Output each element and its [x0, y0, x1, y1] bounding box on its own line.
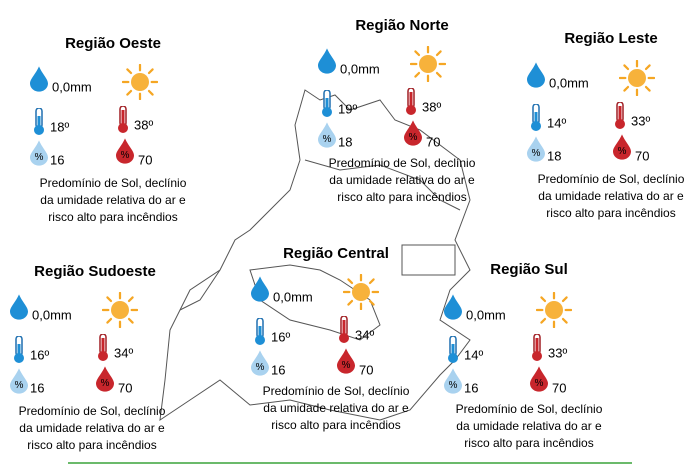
hmin-value: 16 — [30, 380, 44, 395]
region-description: Predomínio de Sol, declínio — [40, 176, 187, 190]
hmin-icon — [251, 350, 269, 376]
sun-icon — [343, 274, 379, 310]
hmax-value: 70 — [138, 152, 152, 167]
tmin-value: 16º — [271, 329, 290, 344]
region-description: da umidade relativa do ar e — [40, 193, 186, 207]
hmax-icon — [337, 348, 355, 374]
hmax-value: 70 — [118, 380, 132, 395]
region-description: da umidade relativa do ar e — [538, 189, 684, 203]
tmin-value: 14º — [464, 347, 483, 362]
hmin-icon — [30, 140, 48, 166]
tmax-value: 33º — [548, 345, 567, 360]
region-description: Predomínio de Sol, declínio — [19, 404, 166, 418]
tmax-value: 33º — [631, 113, 650, 128]
sun-icon — [536, 292, 572, 328]
region-description: risco alto para incêndios — [546, 206, 675, 220]
rain-value: 0,0mm — [466, 307, 506, 322]
tmin-icon — [321, 90, 333, 118]
tmax-value: 38º — [134, 117, 153, 132]
region-description: risco alto para incêndios — [464, 436, 593, 450]
tmin-icon — [33, 108, 45, 136]
region-description: da umidade relativa do ar e — [19, 421, 165, 435]
rain-value: 0,0mm — [52, 79, 92, 94]
region-description: Predomínio de Sol, declínio — [538, 172, 685, 186]
sun-icon — [122, 64, 158, 100]
tmin-icon — [13, 336, 25, 364]
region-description: Predomínio de Sol, declínio — [329, 156, 476, 170]
hmax-value: 70 — [635, 148, 649, 163]
region-description: risco alto para incêndios — [48, 210, 177, 224]
hmin-icon — [527, 136, 545, 162]
hmin-value: 16 — [464, 380, 478, 395]
hmax-icon — [530, 366, 548, 392]
tmin-value: 14º — [547, 115, 566, 130]
hmin-value: 18 — [547, 148, 561, 163]
rain-icon — [318, 48, 336, 74]
tmin-value: 18º — [50, 119, 69, 134]
region-description: risco alto para incêndios — [337, 190, 466, 204]
tmax-value: 34º — [114, 345, 133, 360]
rain-value: 0,0mm — [32, 307, 72, 322]
region-description: Predomínio de Sol, declínio — [456, 402, 603, 416]
sun-icon — [619, 60, 655, 96]
hmin-icon — [444, 368, 462, 394]
hmax-icon — [96, 366, 114, 392]
region-description: Predomínio de Sol, declínio — [263, 384, 410, 398]
hmin-value: 16 — [271, 362, 285, 377]
region-title: Região Leste — [564, 30, 657, 47]
region-description: da umidade relativa do ar e — [456, 419, 602, 433]
region-title: Região Sul — [490, 261, 568, 278]
hmin-value: 16 — [50, 152, 64, 167]
rain-value: 0,0mm — [340, 61, 380, 76]
hmax-icon — [116, 138, 134, 164]
tmax-value: 38º — [422, 99, 441, 114]
hmax-icon — [613, 134, 631, 160]
tmin-icon — [447, 336, 459, 364]
rain-icon — [30, 66, 48, 92]
hmax-value: 70 — [552, 380, 566, 395]
region-description: da umidade relativa do ar e — [263, 401, 409, 415]
rain-value: 0,0mm — [273, 289, 313, 304]
tmin-value: 16º — [30, 347, 49, 362]
hmin-icon — [318, 122, 336, 148]
rain-icon — [527, 62, 545, 88]
tmax-icon — [531, 334, 543, 362]
tmax-icon — [614, 102, 626, 130]
sun-icon — [410, 46, 446, 82]
tmin-icon — [530, 104, 542, 132]
tmin-value: 19º — [338, 101, 357, 116]
hmax-value: 70 — [359, 362, 373, 377]
sun-icon — [102, 292, 138, 328]
rain-icon — [10, 294, 28, 320]
tmax-value: 34º — [355, 327, 374, 342]
region-description: risco alto para incêndios — [27, 438, 156, 452]
hmin-value: 18 — [338, 134, 352, 149]
tmax-icon — [117, 106, 129, 134]
tmax-icon — [405, 88, 417, 116]
rain-value: 0,0mm — [549, 75, 589, 90]
hmax-value: 70 — [426, 134, 440, 149]
region-title: Região Sudoeste — [34, 263, 156, 280]
region-title: Região Oeste — [65, 35, 161, 52]
tmin-icon — [254, 318, 266, 346]
tmax-icon — [338, 316, 350, 344]
region-title: Região Central — [283, 245, 389, 262]
region-title: Região Norte — [355, 17, 448, 34]
region-description: da umidade relativa do ar e — [329, 173, 475, 187]
rain-icon — [444, 294, 462, 320]
hmin-icon — [10, 368, 28, 394]
tmax-icon — [97, 334, 109, 362]
region-description: risco alto para incêndios — [271, 418, 400, 432]
